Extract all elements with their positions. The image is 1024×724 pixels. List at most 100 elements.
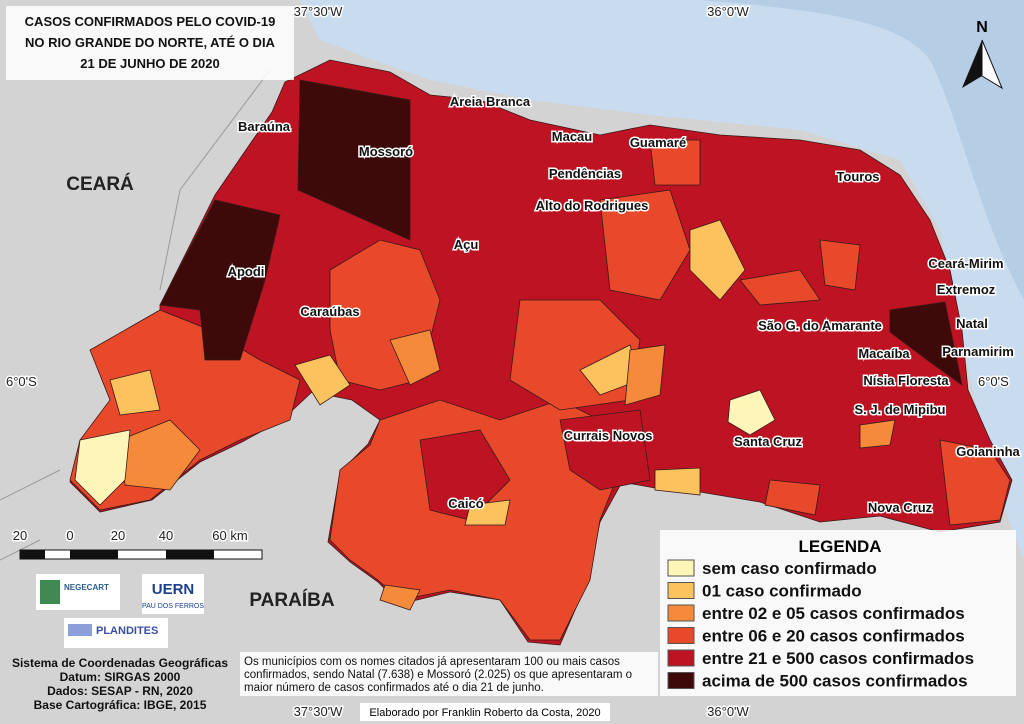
state-label: PARAÍBA bbox=[249, 589, 334, 611]
municipality-label: S. J. de Mipibu bbox=[854, 402, 945, 417]
scale-label: 40 bbox=[159, 528, 173, 543]
legend-label: sem caso confirmado bbox=[702, 559, 877, 578]
logo-text: PLANDITES bbox=[96, 625, 158, 637]
note-line: maior número de casos confirmados até o … bbox=[244, 682, 544, 694]
municipality-label: Currais Novos bbox=[564, 428, 653, 443]
region bbox=[464, 499, 511, 526]
coordinate-label: 36°0'W bbox=[707, 704, 749, 719]
credit: Elaborado por Franklin Roberto da Costa,… bbox=[369, 707, 600, 719]
region bbox=[819, 239, 861, 291]
municipality-label: Extremoz bbox=[937, 282, 996, 297]
municipality-label: Pendências bbox=[549, 166, 621, 181]
legend-swatch bbox=[667, 604, 695, 622]
title-box bbox=[6, 6, 294, 80]
municipality-label: Alto do Rodrigues bbox=[536, 198, 649, 213]
municipality-label: São G. do Amarante bbox=[758, 318, 882, 333]
scale-label: 20 bbox=[13, 528, 27, 543]
region bbox=[379, 584, 421, 611]
legend: LEGENDA sem caso confirmado 01 caso confi… bbox=[660, 530, 1016, 696]
municipality-label: Parnamirim bbox=[942, 344, 1014, 359]
logos: NEGECART UERN PAU DOS FERROS PLANDITES bbox=[36, 574, 204, 648]
coordinate-label: 37°30'W bbox=[294, 4, 344, 19]
municipality-label: Caicó bbox=[448, 496, 483, 511]
title-line: 21 DE JUNHO DE 2020 bbox=[80, 56, 219, 71]
coordinate-label: 36°0'W bbox=[707, 4, 749, 19]
scale-bar: 20 0 20 40 60 km bbox=[11, 527, 263, 560]
municipality-label: Apodi bbox=[228, 264, 265, 279]
sea-deep bbox=[700, 0, 1024, 300]
scale-label: 0 bbox=[66, 528, 73, 543]
scale-label: 60 km bbox=[212, 528, 247, 543]
legend-label: 01 caso confirmado bbox=[702, 582, 862, 601]
title-line: CASOS CONFIRMADOS PELO COVID-19 bbox=[25, 14, 276, 29]
region bbox=[859, 419, 896, 449]
municipality-label: Macau bbox=[552, 129, 593, 144]
legend-box bbox=[660, 530, 1016, 696]
municipality-label: Caraúbas bbox=[300, 304, 359, 319]
coordinate-label: 6°0'S bbox=[6, 374, 37, 389]
legend-swatch bbox=[667, 649, 695, 667]
legend-label: acima de 500 casos confirmados bbox=[702, 672, 968, 691]
region bbox=[559, 409, 651, 491]
municipality-label: Goianinha bbox=[956, 444, 1020, 459]
municipality-label: Ceará-Mirim bbox=[928, 256, 1003, 271]
north-label: N bbox=[976, 19, 988, 36]
region bbox=[389, 329, 441, 386]
note-line: Os municípios com os nomes citados já ap… bbox=[244, 656, 620, 668]
region bbox=[599, 189, 691, 301]
logo-text: UERN bbox=[152, 581, 195, 598]
municipality-label: Açu bbox=[454, 237, 479, 252]
region bbox=[739, 269, 821, 306]
credit-box bbox=[360, 703, 610, 721]
info-line: Dados: SESAP - RN, 2020 bbox=[47, 684, 193, 698]
legend-label: entre 21 e 500 casos confirmados bbox=[702, 649, 974, 668]
region bbox=[297, 79, 411, 241]
region bbox=[689, 219, 746, 301]
region bbox=[649, 139, 701, 186]
info-line: Base Cartográfica: IBGE, 2015 bbox=[34, 698, 207, 712]
municipality-label: Macaíba bbox=[858, 346, 910, 361]
state-label: CEARÁ bbox=[66, 173, 134, 195]
logo-text: PAU DOS FERROS bbox=[142, 603, 204, 610]
region bbox=[74, 429, 131, 506]
logo-box bbox=[142, 574, 204, 614]
municipality-label: Natal bbox=[956, 316, 988, 331]
municipality-label: Nova Cruz bbox=[868, 500, 933, 515]
coordinate-label: 37°30'W bbox=[294, 704, 344, 719]
region bbox=[654, 467, 701, 496]
municipality-label: Guamaré bbox=[630, 135, 686, 150]
region bbox=[159, 199, 281, 361]
municipality-label: Nísia Floresta bbox=[863, 373, 949, 388]
legend-title: LEGENDA bbox=[798, 537, 881, 556]
region bbox=[624, 344, 666, 406]
legend-swatch bbox=[667, 582, 695, 599]
north-arrow: N bbox=[962, 19, 1004, 90]
info-line: Sistema de Coordenadas Geográficas bbox=[12, 656, 228, 670]
title-line: NO RIO GRANDE DO NORTE, ATÉ O DIA bbox=[25, 35, 276, 50]
logo-text: NEGECART bbox=[64, 583, 109, 592]
municipality-label: Santa Cruz bbox=[734, 434, 802, 449]
municipality-label: Areia Branca bbox=[450, 94, 531, 109]
legend-swatch bbox=[667, 559, 695, 577]
region bbox=[109, 369, 161, 416]
legend-label: entre 06 e 20 casos confirmados bbox=[702, 627, 965, 646]
scale-label: 20 bbox=[111, 528, 125, 543]
region bbox=[727, 389, 776, 436]
region bbox=[294, 354, 351, 406]
municipality-labels: Areia Branca Baraúna Mossoró Macau Guama… bbox=[226, 93, 1022, 517]
info-line: Datum: SIRGAS 2000 bbox=[60, 670, 181, 684]
note-line: confirmados, sendo Natal (7.638) e Mosso… bbox=[244, 669, 632, 681]
region bbox=[889, 301, 963, 386]
region bbox=[419, 429, 511, 521]
region-group bbox=[69, 79, 1011, 641]
legend-swatch bbox=[667, 672, 695, 689]
legend-swatch bbox=[667, 627, 695, 644]
region bbox=[939, 439, 1011, 526]
note-box bbox=[240, 652, 658, 696]
sea bbox=[300, 0, 1024, 560]
legend-label: entre 02 e 05 casos confirmados bbox=[702, 604, 965, 623]
municipality-label: Touros bbox=[836, 169, 879, 184]
municipality-label: Baraúna bbox=[238, 119, 291, 134]
